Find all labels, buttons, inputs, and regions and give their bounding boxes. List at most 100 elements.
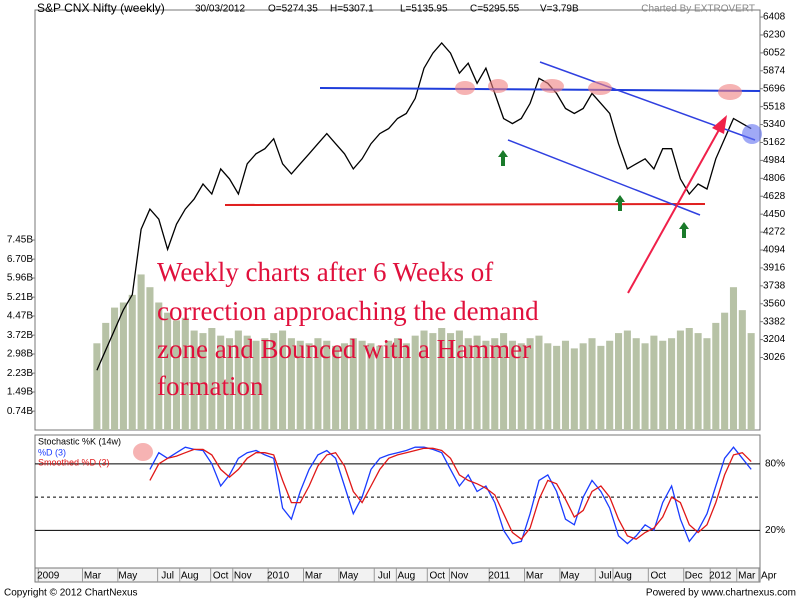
volume-bar bbox=[270, 333, 278, 430]
open: O=5274.35 bbox=[268, 4, 318, 15]
y2-tick-label: 2.23B bbox=[7, 368, 33, 379]
volume-bar bbox=[243, 335, 251, 430]
volume-bar bbox=[119, 302, 127, 430]
volume-bar bbox=[588, 338, 596, 430]
support-line bbox=[224, 203, 706, 206]
highlight bbox=[133, 443, 153, 461]
x-tick-label: May bbox=[560, 571, 579, 582]
x-tick-label: 2012 bbox=[709, 571, 732, 582]
volume-bar bbox=[146, 287, 154, 430]
volume-bar bbox=[606, 340, 614, 430]
y-tick-label: 20% bbox=[765, 525, 785, 536]
x-tick-label: 2009 bbox=[37, 571, 60, 582]
channel-lower bbox=[507, 139, 701, 216]
volume-bar bbox=[447, 333, 455, 430]
volume-bar bbox=[500, 333, 508, 430]
series-line bbox=[149, 446, 752, 545]
annotation: formation bbox=[157, 371, 264, 401]
volume-bar bbox=[526, 338, 534, 430]
volume-bar bbox=[93, 343, 101, 430]
close: C=5295.55 bbox=[470, 4, 520, 15]
y-tick-label: 3560 bbox=[763, 298, 786, 309]
y2-tick-label: 7.45B bbox=[7, 235, 33, 246]
y-tick-label: 5340 bbox=[763, 119, 786, 130]
volume-bar bbox=[668, 338, 676, 430]
volume-bar bbox=[199, 333, 207, 430]
y-tick-label: 4806 bbox=[763, 173, 786, 184]
x-tick-label: Aug bbox=[397, 571, 415, 582]
volume-bar bbox=[261, 338, 269, 430]
y2-tick-label: 6.70B bbox=[7, 254, 33, 265]
y2-tick-label: 4.47B bbox=[7, 311, 33, 322]
highlight bbox=[488, 79, 508, 93]
stochastic-panel bbox=[34, 434, 761, 569]
volume-bar bbox=[729, 287, 738, 430]
powered-by: Powered by www.chartnexus.com bbox=[646, 588, 796, 599]
volume-bar bbox=[650, 335, 658, 430]
y-tick-label: 5874 bbox=[763, 65, 786, 76]
y2-tick-label: 5.21B bbox=[7, 292, 33, 303]
volume-bar bbox=[137, 274, 145, 430]
volume-bar bbox=[579, 343, 587, 430]
volume-bar bbox=[429, 333, 437, 430]
volume-bar bbox=[305, 343, 313, 430]
volume-bar bbox=[155, 302, 163, 430]
legend-label: %D (3) bbox=[38, 447, 66, 457]
arrow-line bbox=[627, 127, 721, 294]
y-tick-label: 80% bbox=[765, 458, 785, 469]
volume-bar bbox=[296, 340, 304, 430]
y2-tick-label: 5.96B bbox=[7, 273, 33, 284]
volume-bar bbox=[641, 343, 649, 430]
volume-bar bbox=[102, 322, 110, 430]
x-tick-label: Mar bbox=[738, 571, 756, 582]
volume: V=3.79B bbox=[540, 4, 579, 15]
y-tick-label: 5518 bbox=[763, 101, 786, 112]
legend-label: Smoothed %D (3) bbox=[38, 457, 110, 467]
volume-bar bbox=[597, 345, 605, 430]
y2-tick-label: 1.49B bbox=[7, 387, 33, 398]
y-tick-label: 3738 bbox=[763, 280, 786, 291]
x-tick-label: May bbox=[118, 571, 137, 582]
highlight bbox=[455, 81, 475, 95]
volume-bar bbox=[659, 340, 667, 430]
drawings bbox=[133, 61, 762, 461]
x-tick-label: Mar bbox=[526, 571, 544, 582]
volume-bar bbox=[411, 335, 419, 430]
x-tick-label: Oct bbox=[430, 571, 446, 582]
up-arrow bbox=[679, 222, 689, 238]
highlight bbox=[718, 84, 742, 100]
y-tick-label: 6408 bbox=[763, 12, 786, 23]
volume-bar bbox=[632, 338, 640, 430]
volume-bar bbox=[464, 338, 472, 430]
volume-bar bbox=[287, 338, 295, 430]
volume-bar bbox=[561, 340, 570, 430]
volume-bar bbox=[164, 312, 172, 430]
volume-bar bbox=[181, 317, 189, 430]
volume-bar bbox=[190, 330, 198, 430]
y2-tick-label: 3.72B bbox=[7, 330, 33, 341]
annotation: Weekly charts after 6 Weeks of bbox=[157, 257, 493, 287]
x-tick-label: Dec bbox=[685, 571, 703, 582]
up-arrow bbox=[498, 150, 508, 166]
x-tick-label: Aug bbox=[614, 571, 632, 582]
highlight bbox=[588, 81, 612, 95]
y-tick-label: 6230 bbox=[763, 30, 786, 41]
x-tick-label: May bbox=[339, 571, 358, 582]
volume-bar bbox=[615, 333, 623, 430]
x-tick-label: Aug bbox=[181, 571, 199, 582]
volume-bar bbox=[473, 335, 481, 430]
x-tick-label: Nov bbox=[450, 571, 468, 582]
volume-bar bbox=[712, 322, 720, 430]
y-tick-label: 5696 bbox=[763, 83, 786, 94]
volume-bar bbox=[508, 340, 516, 430]
y-tick-label: 4450 bbox=[763, 209, 786, 220]
volume-bar bbox=[314, 338, 322, 430]
highlight bbox=[742, 124, 762, 144]
volume-bar bbox=[738, 310, 746, 430]
volume-bar bbox=[252, 340, 260, 430]
copyright: Copyright © 2012 ChartNexus bbox=[4, 588, 138, 599]
x-tick-label: Oct bbox=[651, 571, 667, 582]
credit: Charted By EXTROVERT bbox=[641, 4, 755, 15]
x-tick-label: Mar bbox=[84, 571, 102, 582]
